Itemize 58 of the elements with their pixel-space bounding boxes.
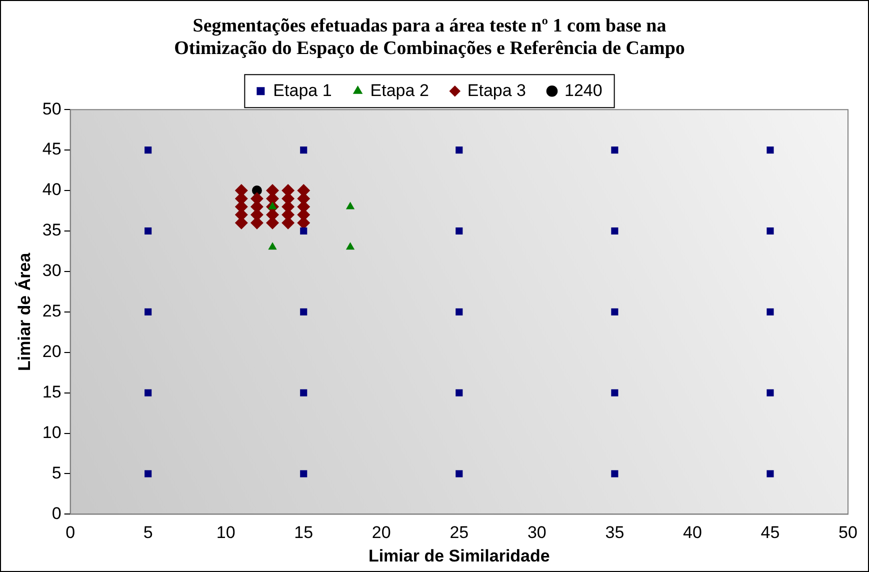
y-axis-title: Limiar de Área	[14, 252, 34, 371]
point	[766, 146, 774, 154]
point	[144, 146, 152, 154]
point	[766, 308, 774, 316]
y-tick-label: 30	[42, 261, 62, 280]
x-tick-label: 10	[216, 523, 236, 542]
x-tick-label: 0	[66, 523, 76, 542]
point	[766, 227, 774, 235]
point	[268, 202, 277, 210]
point	[611, 227, 618, 235]
x-tick-label: 5	[143, 523, 153, 542]
y-tick-label: 35	[42, 220, 62, 240]
y-tick-label: 0	[52, 504, 62, 523]
x-tick-label: 35	[605, 523, 624, 542]
legend-label: Etapa 3	[467, 80, 526, 100]
point	[268, 242, 277, 250]
legend-label: Etapa 2	[370, 80, 429, 100]
point	[766, 389, 774, 396]
point	[456, 146, 463, 154]
y-tick-label: 5	[52, 463, 62, 482]
point	[300, 389, 308, 396]
legend-label: Etapa 1	[273, 80, 332, 100]
y-tick-label: 50	[42, 99, 62, 118]
point	[456, 389, 463, 396]
point	[611, 146, 618, 154]
x-axis-title: Limiar de Similaridade	[368, 546, 550, 566]
y-tick-label: 40	[42, 180, 62, 200]
point	[456, 308, 463, 316]
x-tick-label: 15	[294, 523, 314, 542]
x-tick-label: 25	[450, 523, 469, 542]
point	[456, 470, 463, 478]
legend-label: 1240	[564, 80, 602, 100]
point	[346, 242, 355, 250]
point	[300, 227, 308, 235]
x-tick-label: 30	[527, 523, 546, 542]
x-tick-label: 40	[683, 523, 702, 542]
point	[144, 227, 152, 235]
point	[300, 146, 308, 154]
x-tick-label: 20	[372, 523, 391, 542]
point	[144, 470, 152, 478]
point	[144, 308, 152, 316]
point	[300, 470, 308, 478]
y-tick-label: 15	[42, 382, 62, 402]
y-tick-label: 25	[42, 302, 62, 321]
point	[300, 308, 308, 316]
chart-title: Segmentações efetuadas para a área teste nº 1 com base na Otimização do Espaço de Combinações e Referência de Campo	[174, 15, 685, 60]
point	[766, 470, 774, 478]
point	[144, 389, 152, 396]
point	[611, 389, 618, 396]
y-tick-label: 20	[42, 342, 62, 362]
point	[611, 308, 618, 316]
y-tick-label: 45	[42, 140, 62, 159]
x-tick-label: 45	[760, 523, 780, 542]
x-tick-label: 50	[838, 523, 858, 542]
y-tick-label: 10	[42, 422, 62, 442]
point	[346, 202, 355, 210]
point	[456, 227, 463, 235]
point	[611, 470, 618, 478]
